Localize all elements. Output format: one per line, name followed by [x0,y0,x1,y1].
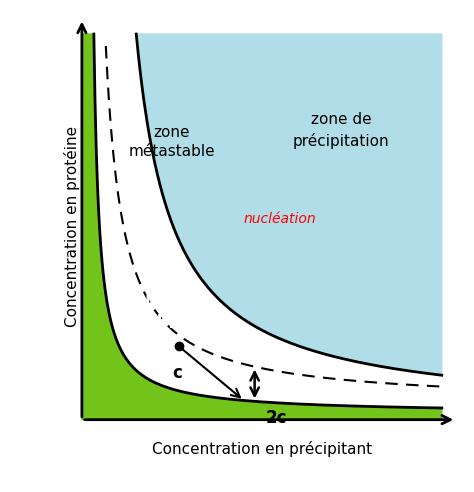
Polygon shape [136,34,442,375]
Text: zone
métastable: zone métastable [128,124,215,159]
Text: c: c [173,364,182,382]
Text: Concentration en précipitant: Concentration en précipitant [152,441,372,457]
Text: zone de
précipitation: zone de précipitation [293,112,389,149]
Text: zone de
solubilité: zone de solubilité [118,291,204,333]
Text: 2c: 2c [265,409,287,427]
Polygon shape [82,34,442,420]
Text: nucléation: nucléation [244,212,316,226]
Text: Concentration en protéine: Concentration en protéine [64,126,80,327]
